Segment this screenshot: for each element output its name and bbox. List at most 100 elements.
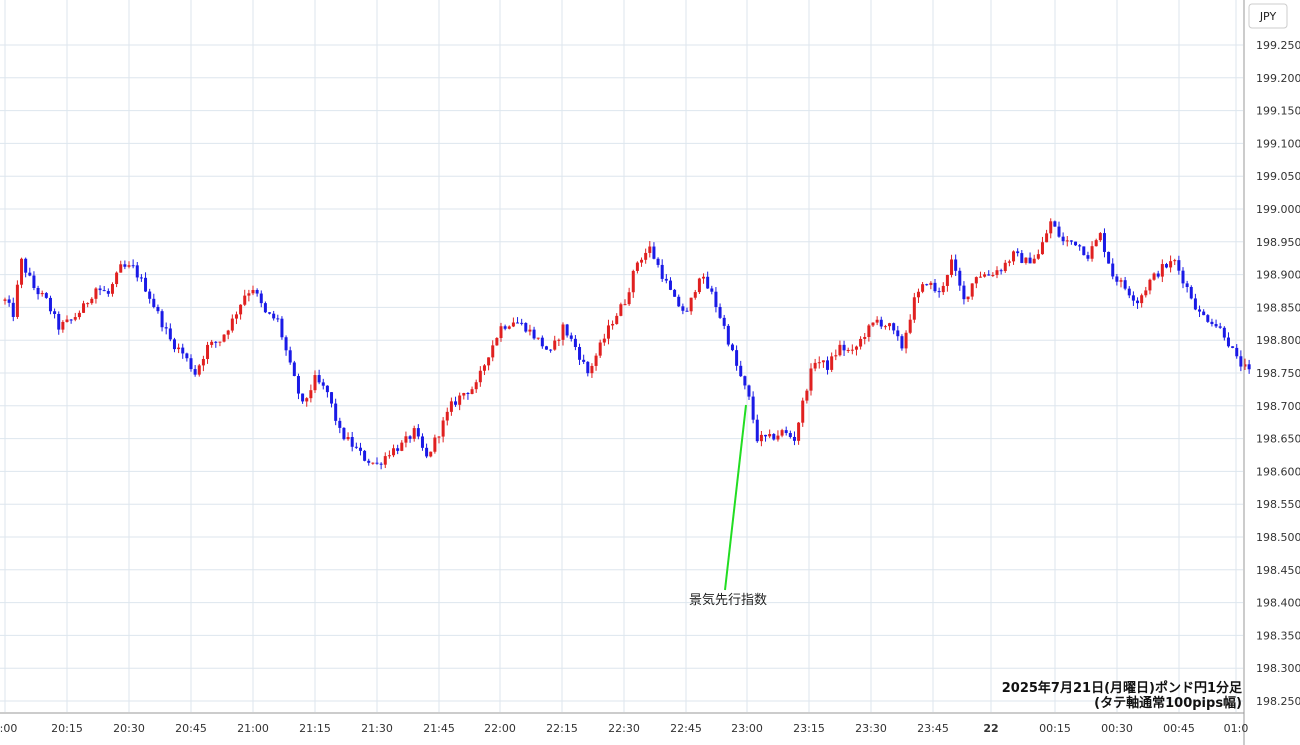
candle-body [301, 393, 305, 402]
candle-body [586, 361, 590, 374]
candle-body [722, 317, 726, 326]
candle-body [805, 390, 809, 401]
candle-body [912, 297, 916, 320]
y-tick-label: 198.700 [1256, 400, 1300, 413]
candle-body [1020, 253, 1024, 263]
candle-body [718, 306, 722, 318]
axis-lines [0, 0, 1245, 745]
candle-body [387, 455, 391, 457]
candle-body [65, 319, 69, 322]
candle-body [528, 329, 532, 332]
x-tick-label: 20:45 [175, 722, 207, 735]
y-tick-label: 199.150 [1256, 105, 1300, 118]
candle-body [677, 296, 681, 307]
candle-body [358, 447, 362, 451]
x-tick-label: 22:45 [670, 722, 702, 735]
candle-body [44, 293, 48, 298]
candle-body [598, 342, 602, 356]
y-tick-label: 198.400 [1256, 597, 1300, 610]
x-tick-label: 22:00 [484, 722, 516, 735]
x-tick-label: 21:00 [237, 722, 269, 735]
candle-body [999, 270, 1003, 272]
y-tick-label: 199.200 [1256, 72, 1300, 85]
candle-body [826, 360, 830, 370]
candle-body [1036, 254, 1040, 259]
candle-body [148, 291, 152, 299]
candle-body [334, 403, 338, 421]
candle-body [730, 344, 734, 351]
y-tick-label: 198.300 [1256, 662, 1300, 675]
candle-body [1098, 233, 1102, 241]
candle-body [697, 278, 701, 293]
candle-body [995, 270, 999, 275]
candle-body [1032, 258, 1036, 264]
candle-body [896, 330, 900, 337]
candle-body [82, 303, 86, 313]
candle-body [239, 304, 243, 315]
candle-body [226, 330, 230, 335]
candle-body [177, 347, 181, 350]
candle-body [449, 401, 453, 412]
candle-body [830, 356, 834, 370]
candle-body [640, 259, 644, 263]
candle-body [602, 338, 606, 343]
candle-body [1069, 240, 1073, 242]
candle-body [1214, 324, 1218, 327]
candle-body [144, 277, 148, 292]
y-tick-label: 198.450 [1256, 564, 1300, 577]
candle-body [664, 278, 668, 281]
candle-body [28, 272, 32, 276]
candle-body [288, 350, 292, 363]
x-tick-label: 23:30 [855, 722, 887, 735]
candle-body [425, 447, 429, 457]
currency-badge[interactable] [1248, 3, 1288, 29]
candle-body [813, 362, 817, 369]
annotation-label: 景気先行指数 [689, 592, 767, 608]
candle-body [1007, 261, 1011, 263]
candle-body [214, 341, 218, 343]
candle-body [181, 347, 185, 354]
candle-body [1115, 276, 1119, 282]
candle-body [1140, 295, 1144, 304]
candle-body [392, 448, 396, 456]
candle-body [850, 349, 854, 351]
candle-body [404, 436, 408, 443]
y-tick-label: 199.100 [1256, 137, 1300, 150]
candle-body [1119, 280, 1123, 282]
candle-body [759, 434, 763, 442]
candle-body [15, 284, 19, 317]
y-tick-label: 198.650 [1256, 433, 1300, 446]
candle-body [1164, 264, 1168, 268]
candle-body [726, 325, 730, 345]
candle-body [379, 463, 383, 465]
x-tick-label: 01:0 [1224, 722, 1249, 735]
candles [3, 218, 1251, 470]
candle-body [375, 462, 379, 464]
candle-body [751, 396, 755, 420]
candle-body [462, 393, 466, 396]
candle-body [259, 293, 263, 304]
candle-body [950, 259, 954, 275]
candle-body [1239, 356, 1243, 367]
candle-body [412, 428, 416, 439]
candle-body [520, 322, 524, 324]
candle-body [1144, 290, 1148, 296]
x-tick-label: 22:30 [608, 722, 640, 735]
candle-body [652, 246, 656, 259]
x-tick-label: 00:45 [1163, 722, 1195, 735]
candle-body [408, 436, 412, 439]
x-tick-label: 21:15 [299, 722, 331, 735]
candle-body [1243, 364, 1247, 367]
candle-body [1206, 315, 1210, 322]
candle-body [11, 302, 15, 317]
candle-body [77, 312, 81, 318]
candle-body [685, 310, 689, 312]
y-tick-label: 198.350 [1256, 629, 1300, 642]
candle-body [255, 289, 259, 294]
candle-body [123, 264, 127, 267]
candle-body [615, 315, 619, 324]
candle-body [1061, 236, 1065, 242]
candle-body [1193, 298, 1197, 310]
candle-body [1045, 233, 1049, 243]
